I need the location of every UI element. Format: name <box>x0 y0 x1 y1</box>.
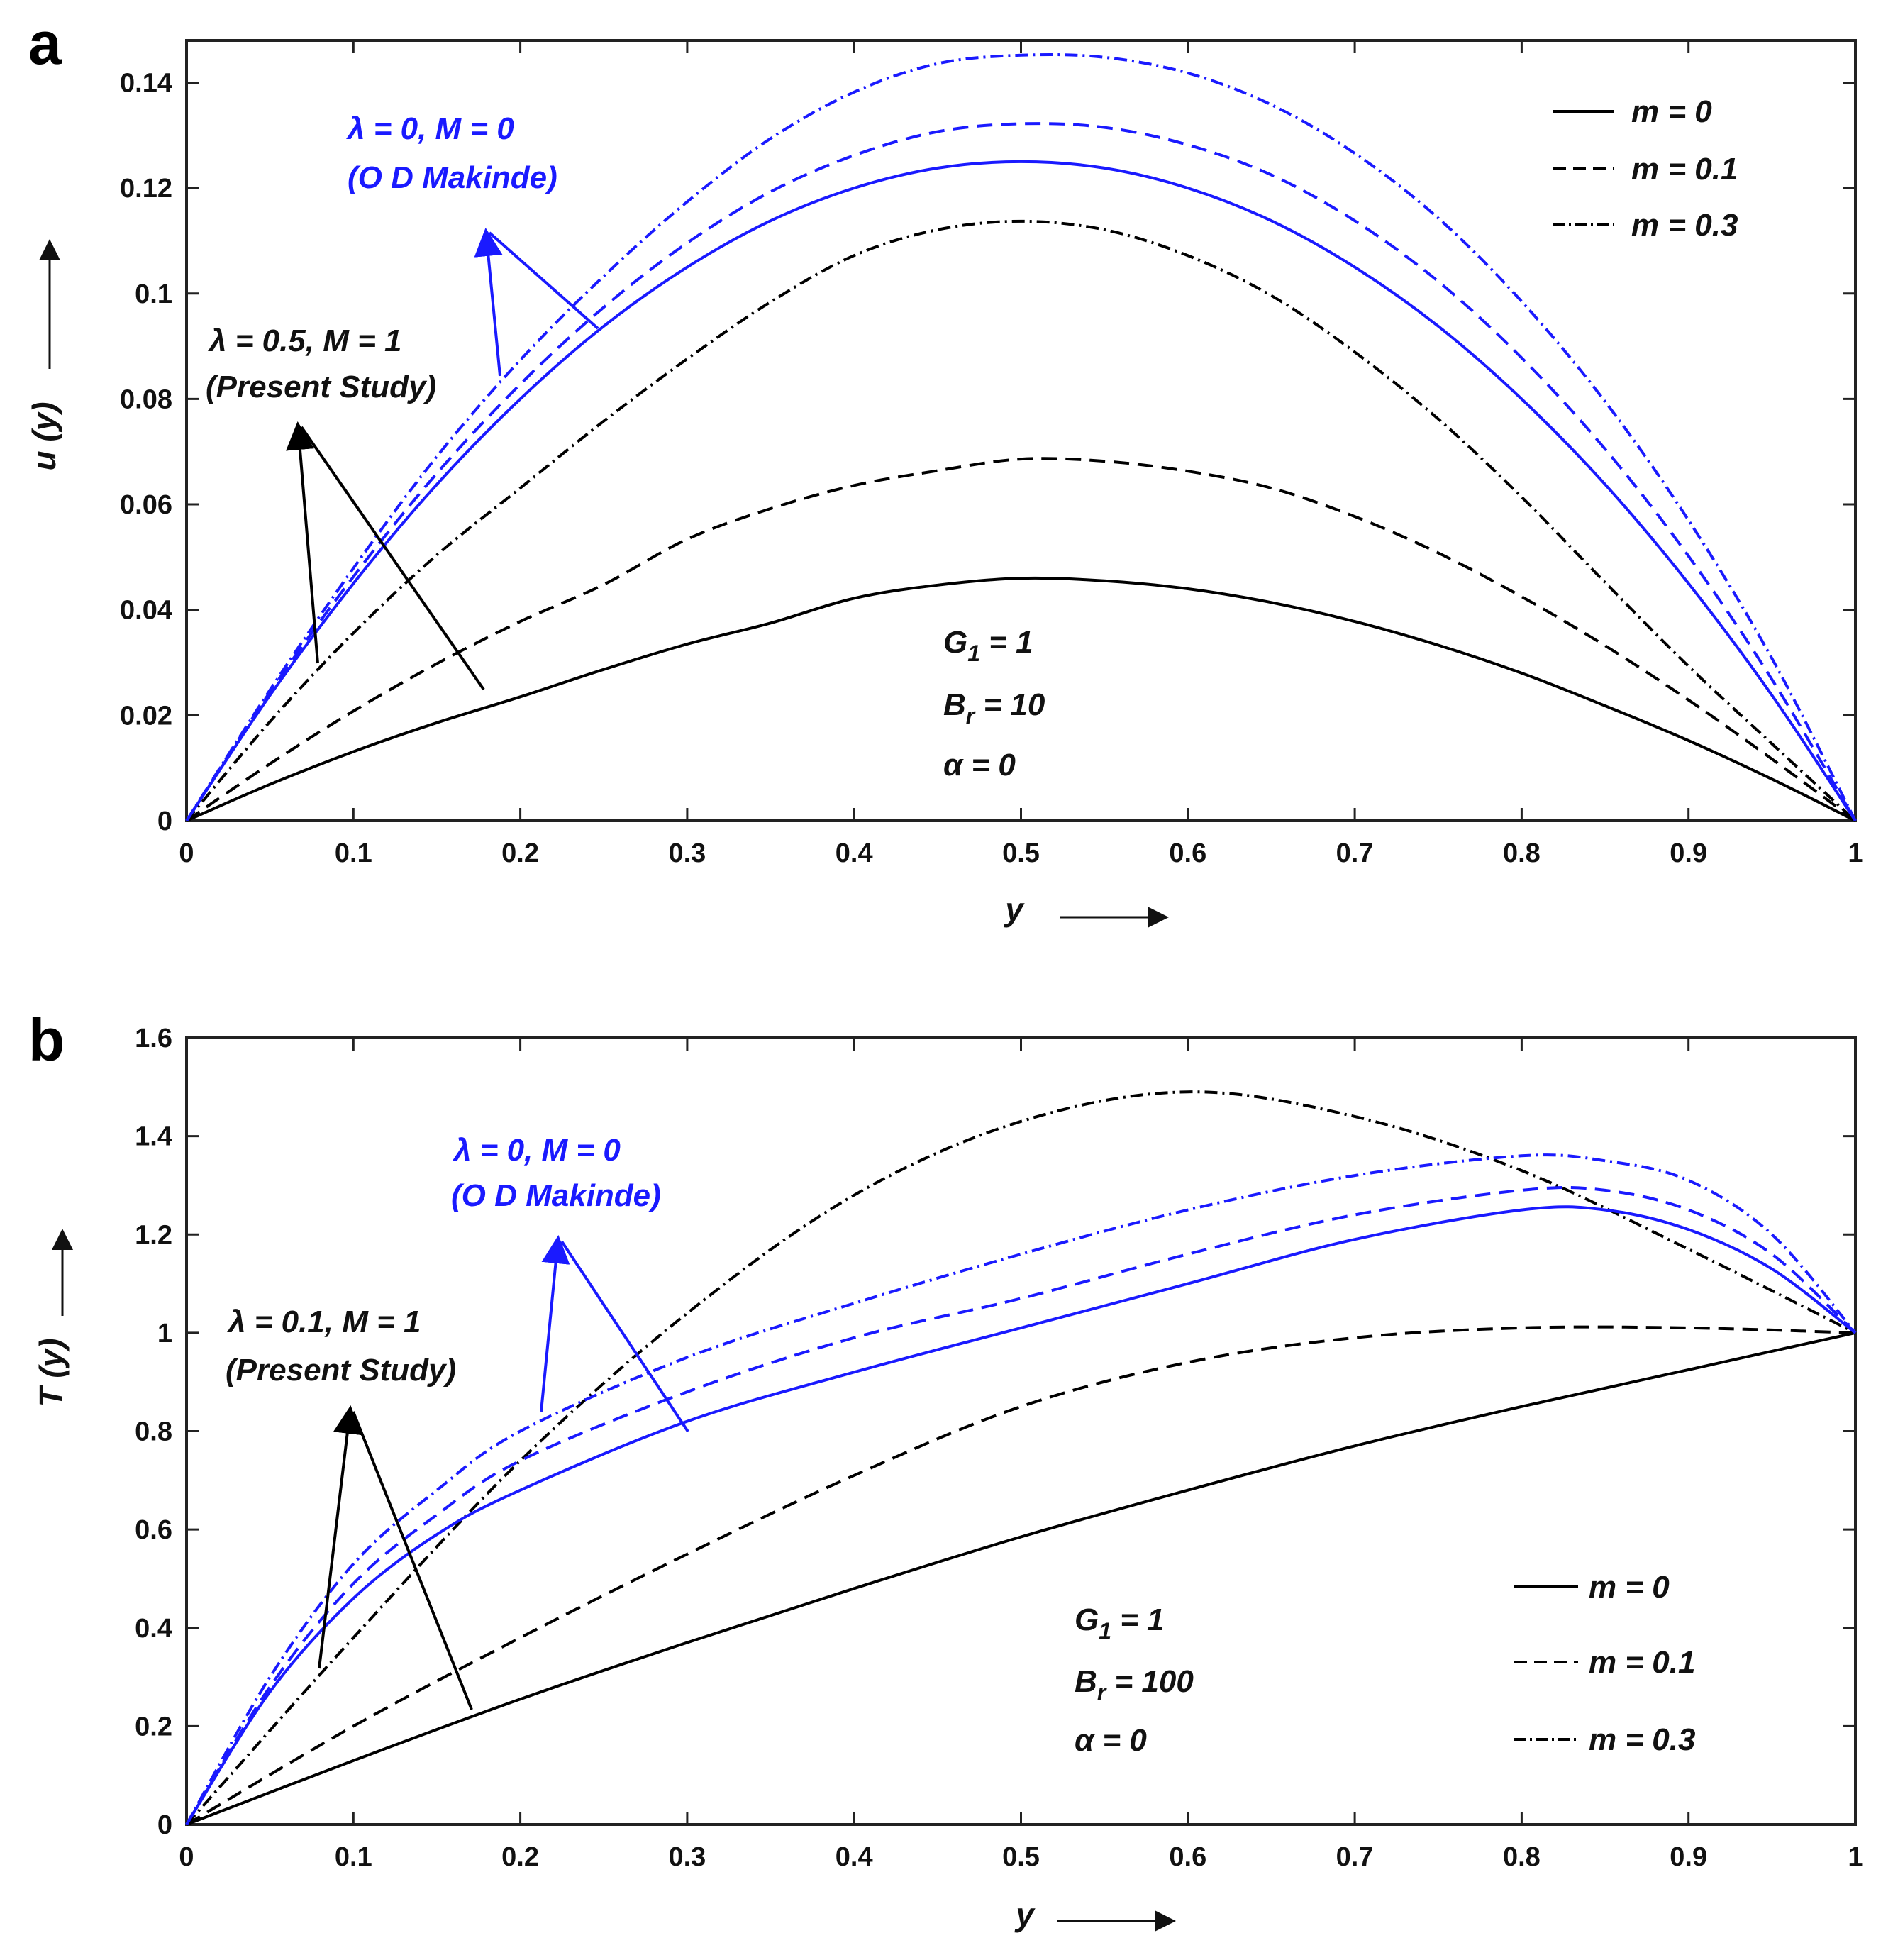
series-line-b-4 <box>185 1185 1857 1826</box>
x-tick-label: 0.8 <box>1503 1842 1541 1872</box>
x-tick-label: 0.8 <box>1503 838 1541 868</box>
y-tick-label: 0 <box>157 807 172 836</box>
panel-letter-b: b <box>28 1007 65 1073</box>
x-tick-label: 0.3 <box>668 838 706 868</box>
legend-b-label-m0: m = 0 <box>1589 1570 1670 1605</box>
legend-b-label-m03: m = 0.3 <box>1589 1722 1695 1757</box>
annotation-a-black-arrow-2 <box>300 426 485 691</box>
x-tick-label: 0.6 <box>1169 1842 1206 1872</box>
x-tick-label: 0.1 <box>335 1842 372 1872</box>
y-tick-label: 0.02 <box>120 701 172 731</box>
panel-b: b 0 0.1 0.2 0.3 0.4 0.5 0.6 0.7 0.8 0.9 1 0 0.2 0.4 0.… <box>28 1007 1863 1933</box>
annotation-a-black-arrow-1 <box>286 421 319 664</box>
y-tick-label: 0.1 <box>135 279 172 309</box>
y-tick-label: 0.06 <box>120 490 172 520</box>
x-tick-label: 1 <box>1848 838 1863 868</box>
y-axis-label-b: T (y) <box>33 1338 70 1407</box>
panel-letter-a: a <box>28 10 62 77</box>
x-tick-label: 1 <box>1848 1842 1863 1872</box>
legend-a-label-m0: m = 0 <box>1631 94 1712 129</box>
series-line-b-3 <box>185 1205 1857 1826</box>
y-tick-label: 0.04 <box>120 596 172 626</box>
series-line-b-2 <box>185 1090 1856 1826</box>
x-tick-label: 0.2 <box>501 1842 539 1872</box>
x-tick-label: 0.4 <box>836 1842 873 1872</box>
legend-a-label-m01: m = 0.1 <box>1631 152 1738 187</box>
y-tick-label: 0 <box>157 1810 172 1840</box>
x-tick-label: 0.7 <box>1336 838 1374 868</box>
annotation-b-blue-arrow-2 <box>560 1240 689 1433</box>
y-tick-label: 0.6 <box>135 1515 172 1545</box>
series-b <box>185 1090 1857 1826</box>
y-tick-label: 0.14 <box>120 68 172 98</box>
x-tick-label: 0.4 <box>836 838 873 868</box>
y-tick-label: 0.12 <box>120 174 172 204</box>
legend-b-label-m01: m = 0.1 <box>1589 1645 1695 1680</box>
series-line-a-5 <box>185 52 1857 822</box>
annotation-b-blue-arrow-1 <box>540 1235 570 1412</box>
axes-frame-b <box>185 1036 1857 1826</box>
y-tick-label: 1.4 <box>135 1122 172 1152</box>
x-tick-label: 0.6 <box>1169 838 1206 868</box>
param-b-br: Br = 100 <box>1075 1664 1194 1705</box>
x-tick-label: 0.9 <box>1670 838 1707 868</box>
param-a-alpha: α = 0 <box>943 748 1016 782</box>
ticks-b: 0 0.1 0.2 0.3 0.4 0.5 0.6 0.7 0.8 0.9 1 0 0.2 0.4 0.6 0… <box>135 1024 1863 1872</box>
y-tick-label: 0.2 <box>135 1712 172 1742</box>
y-tick-label: 0.4 <box>135 1614 172 1644</box>
x-tick-label: 0 <box>179 838 194 868</box>
x-tick-label: 0.2 <box>501 838 539 868</box>
x-tick-label: 0.5 <box>1002 838 1040 868</box>
x-axis-label-a: y <box>1004 891 1025 928</box>
y-tick-label: 1.6 <box>135 1024 172 1053</box>
series-line-b-0 <box>186 1331 1856 1826</box>
param-b-g1: G1 = 1 <box>1075 1602 1165 1644</box>
annotation-a-blue-arrow-2 <box>488 231 599 330</box>
annotation-b-blue-line2: (O D Makinde) <box>451 1178 661 1213</box>
ticks-a: 0 0.1 0.2 0.3 0.4 0.5 0.6 0.7 0.8 0.9 1 0 0.02 0.04 0.… <box>120 40 1863 868</box>
series-line-a-3 <box>185 160 1857 822</box>
annotation-a-black-line2: (Present Study) <box>206 370 436 404</box>
x-tick-label: 0.9 <box>1670 1842 1707 1872</box>
x-tick-label: 0.3 <box>668 1842 706 1872</box>
y-tick-label: 0.08 <box>120 384 172 414</box>
param-b-alpha: α = 0 <box>1075 1723 1147 1758</box>
annotation-b-black-arrow-2 <box>352 1411 473 1710</box>
y-tick-label: 1.2 <box>135 1220 172 1250</box>
annotation-a-blue-arrow-1 <box>474 228 503 377</box>
panel-a: a 0 0.1 0.2 0.3 0.4 0.5 0.6 0.7 0.8 0.9 1 0 0.02 0.04… <box>26 10 1863 928</box>
y-tick-label: 0.8 <box>135 1417 172 1447</box>
param-a-br: Br = 10 <box>943 687 1045 729</box>
annotation-a-blue-line1: λ = 0, M = 0 <box>346 111 514 146</box>
x-tick-label: 0.5 <box>1002 1842 1040 1872</box>
series-line-a-0 <box>186 576 1856 822</box>
series-line-b-1 <box>185 1325 1856 1826</box>
legend-a: m = 0 m = 0.1 m = 0.3 <box>1553 94 1738 243</box>
legend-a-label-m03: m = 0.3 <box>1631 208 1738 243</box>
series-line-b-5 <box>185 1153 1857 1825</box>
annotation-b-black-line1: λ = 0.1, M = 1 <box>227 1305 421 1339</box>
y-axis-label-a: u (y) <box>26 402 62 470</box>
x-tick-label: 0.1 <box>335 838 372 868</box>
series-line-a-2 <box>185 219 1857 822</box>
plot-area-b: 0 0.1 0.2 0.3 0.4 0.5 0.6 0.7 0.8 0.9 1 0 0.2 0.4 0.6 0… <box>135 1024 1863 1872</box>
series-line-a-4 <box>185 122 1857 822</box>
x-tick-label: 0 <box>179 1842 194 1872</box>
y-tick-label: 1 <box>157 1319 172 1349</box>
x-axis-label-b: y <box>1014 1896 1036 1933</box>
legend-b: m = 0 m = 0.1 m = 0.3 <box>1514 1570 1695 1757</box>
x-tick-label: 0.7 <box>1336 1842 1374 1872</box>
annotation-a-black-line1: λ = 0.5, M = 1 <box>208 323 402 358</box>
param-a-g1: G1 = 1 <box>943 625 1033 666</box>
annotation-b-blue-line1: λ = 0, M = 0 <box>453 1133 621 1168</box>
annotation-b-black-arrow-1 <box>318 1405 362 1669</box>
annotation-b-black-line2: (Present Study) <box>226 1353 456 1388</box>
annotation-a-blue-line2: (O D Makinde) <box>348 160 557 195</box>
